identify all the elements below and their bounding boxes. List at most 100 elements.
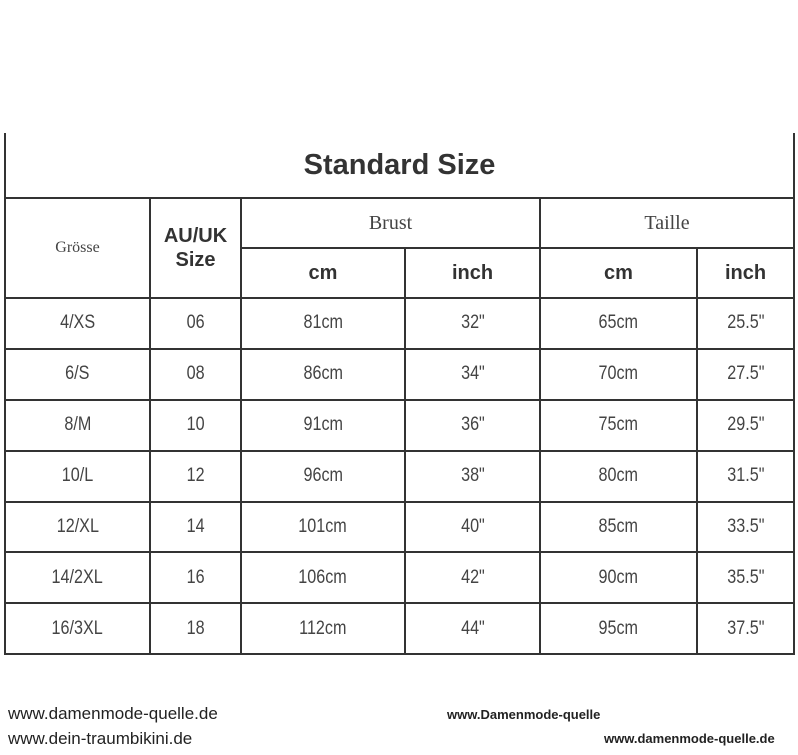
cell-taille-cm: 90cm [539,551,698,605]
cell-text: 12 [186,465,205,487]
cell-text: 101cm [298,516,348,537]
table-row: 14/2XL 16 106cm 42" 90cm 35.5" [4,551,795,605]
header-brust-cm: cm [240,247,406,299]
cell-text: 70cm [598,363,639,385]
cell-au-uk: 18 [149,602,242,656]
cell-text: 42" [460,566,485,588]
cell-brust-inch: 40" [404,500,541,554]
cell-au-uk: 10 [149,398,242,452]
cell-taille-cm: 80cm [539,449,698,503]
cell-text: 90cm [598,566,639,588]
cell-size: 8/M [4,398,151,452]
cell-text: 37.5" [726,617,765,639]
cell-text: 8/M [64,414,91,436]
cell-text: 27.5" [726,363,765,385]
cell-brust-inch: 36" [404,398,541,452]
cell-text: 34" [460,363,485,385]
cell-size: 10/L [4,449,151,503]
cell-text: 16 [186,566,205,588]
cell-brust-cm: 112cm [240,602,406,656]
cell-text: 29.5" [726,414,765,436]
cell-text: 36" [460,414,485,436]
cell-size: 6/S [4,347,151,401]
table-row: 4/XS 06 81cm 32" 65cm 25.5" [4,297,795,350]
cell-size: 16/3XL [4,602,151,656]
cell-text: 6/S [65,363,90,385]
cell-taille-inch: 29.5" [696,398,795,452]
header-taille-inch: inch [696,247,795,299]
cell-text: 10 [186,414,205,436]
cell-au-uk: 12 [149,449,242,503]
header-brust: Brust [240,197,541,249]
cell-au-uk: 14 [149,500,242,554]
table-row: 10/L 12 96cm 38" 80cm 31.5" [4,449,795,503]
table-row: 16/3XL 18 112cm 44" 95cm 37.5" [4,602,795,656]
header-brust-inch: inch [404,247,541,299]
watermark-right-a: www.Damenmode-quelle [447,707,601,722]
cell-brust-cm: 106cm [240,551,406,605]
cell-brust-inch: 34" [404,347,541,401]
table-row: 12/XL 14 101cm 40" 85cm 33.5" [4,500,795,554]
cell-brust-cm: 81cm [240,297,406,350]
table-row: 6/S 08 86cm 34" 70cm 27.5" [4,347,795,401]
cell-taille-cm: 95cm [539,602,698,656]
cell-au-uk: 16 [149,551,242,605]
cell-text: 96cm [303,465,343,487]
cell-text: 33.5" [726,516,765,537]
cell-text: 35.5" [726,566,765,588]
cell-brust-cm: 86cm [240,347,406,401]
cell-size: 12/XL [4,500,151,554]
cell-text: 38" [460,465,485,487]
header-au-uk-size: AU/UK Size [149,197,242,299]
header-size: Grösse [4,197,151,299]
cell-size: 14/2XL [4,551,151,605]
cell-brust-cm: 91cm [240,398,406,452]
cell-brust-cm: 101cm [240,500,406,554]
cell-text: 40" [460,516,485,537]
table-row: 8/M 10 91cm 36" 75cm 29.5" [4,398,795,452]
cell-text: 14/2XL [51,566,104,588]
cell-text: 95cm [598,617,639,639]
cell-text: 81cm [303,312,343,334]
cell-text: 25.5" [726,312,765,334]
cell-text: 65cm [598,312,639,334]
cell-text: 4/XS [59,312,96,334]
cell-taille-inch: 31.5" [696,449,795,503]
cell-taille-inch: 35.5" [696,551,795,605]
cell-au-uk: 08 [149,347,242,401]
cell-text: 31.5" [726,465,765,487]
cell-text: 75cm [598,414,639,436]
watermark-left-b: www.dein-traumbikini.de [8,729,193,748]
cell-text: 08 [186,363,205,385]
cell-text: 106cm [298,566,348,588]
cell-brust-inch: 38" [404,449,541,503]
cell-taille-inch: 25.5" [696,297,795,350]
size-chart-table: Standard Size Grösse AU/UK Size Brust Ta… [4,133,795,656]
cell-taille-inch: 37.5" [696,602,795,656]
cell-text: 86cm [303,363,343,385]
cell-brust-inch: 44" [404,602,541,656]
watermark-right-b: www.damenmode-quelle.de [604,731,775,746]
cell-text: 12/XL [56,516,99,537]
header-taille-cm: cm [539,247,698,299]
cell-brust-cm: 96cm [240,449,406,503]
cell-taille-cm: 85cm [539,500,698,554]
cell-text: 10/L [61,465,94,487]
cell-taille-inch: 27.5" [696,347,795,401]
cell-text: 91cm [303,414,343,436]
cell-size: 4/XS [4,297,151,350]
cell-text: 06 [186,312,205,334]
cell-brust-inch: 42" [404,551,541,605]
cell-text: 32" [460,312,485,334]
cell-text: 18 [186,617,205,639]
header-taille: Taille [539,197,795,249]
watermark-left-a: www.damenmode-quelle.de [8,704,218,723]
table-title: Standard Size [4,133,795,199]
cell-text: 16/3XL [51,617,104,639]
cell-au-uk: 06 [149,297,242,350]
cell-taille-cm: 70cm [539,347,698,401]
cell-text: 14 [186,516,205,537]
cell-taille-inch: 33.5" [696,500,795,554]
cell-taille-cm: 75cm [539,398,698,452]
cell-text: 112cm [299,617,347,639]
